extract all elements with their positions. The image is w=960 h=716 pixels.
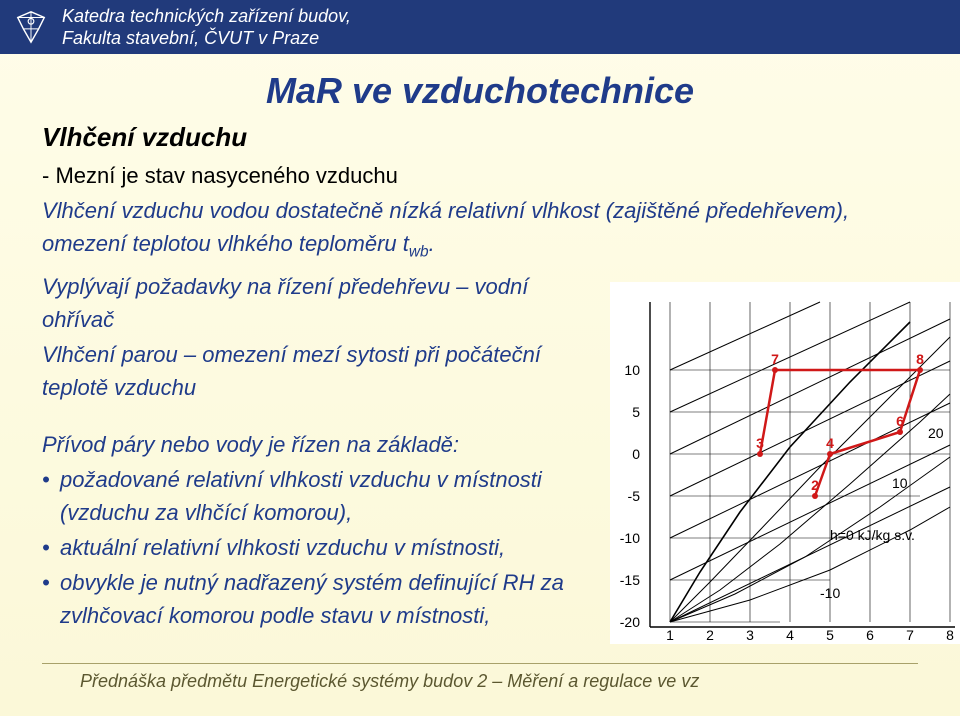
paragraph-1: Vlhčení vzduchu vodou dostatečně nízká r… xyxy=(42,194,912,264)
psychrometric-chart: -20 -15 -10 -5 0 5 10 1 2 3 4 5 6 7 8 -10 h=0 kJ/kg s.v.… xyxy=(610,282,960,644)
section-heading: Vlhčení vzduchu xyxy=(42,122,918,153)
svg-text:6: 6 xyxy=(896,413,904,429)
paragraph-3: Přívod páry nebo vody je řízen na základ… xyxy=(42,428,602,634)
header-bar: Katedra technických zařízení budov, Faku… xyxy=(0,0,960,54)
svg-text:10: 10 xyxy=(892,475,908,491)
para1-tail: . xyxy=(429,231,435,256)
svg-text:8: 8 xyxy=(916,351,924,367)
svg-text:-5: -5 xyxy=(628,488,641,504)
bullet-item: •aktuální relativní vlhkosti vzduchu v m… xyxy=(42,531,602,566)
svg-text:-20: -20 xyxy=(620,614,640,630)
slide-title: MaR ve vzduchotechnice xyxy=(0,70,960,112)
university-logo-icon xyxy=(12,8,50,46)
svg-text:20: 20 xyxy=(928,425,944,441)
svg-text:4: 4 xyxy=(826,435,834,451)
svg-text:2: 2 xyxy=(706,627,714,642)
svg-text:3: 3 xyxy=(746,627,754,642)
bullet-item: •obvykle je nutný nadřazený systém defin… xyxy=(42,566,602,634)
bullet-text: obvykle je nutný nadřazený systém definu… xyxy=(60,566,602,632)
svg-text:6: 6 xyxy=(866,627,874,642)
svg-text:4: 4 xyxy=(786,627,794,642)
bullet-item: •požadované relativní vlhkosti vzduchu v… xyxy=(42,463,602,531)
para3-lead: Přívod páry nebo vody je řízen na základ… xyxy=(42,428,602,461)
header-text: Katedra technických zařízení budov, Faku… xyxy=(62,5,351,50)
para2-line2: Vlhčení parou – omezení mezí sytosti při… xyxy=(42,338,602,404)
slide: Katedra technických zařízení budov, Faku… xyxy=(0,0,960,716)
footer-divider xyxy=(42,663,918,664)
bullet-text: aktuální relativní vlhkosti vzduchu v mí… xyxy=(60,531,602,564)
svg-text:5: 5 xyxy=(826,627,834,642)
footer-text: Přednáška předmětu Energetické systémy b… xyxy=(80,671,699,692)
svg-text:8: 8 xyxy=(946,627,954,642)
svg-text:0: 0 xyxy=(632,446,640,462)
svg-text:7: 7 xyxy=(906,627,914,642)
header-line-1: Katedra technických zařízení budov, xyxy=(62,5,351,28)
svg-text:2: 2 xyxy=(811,477,819,493)
header-line-2: Fakulta stavební, ČVUT v Praze xyxy=(62,27,351,50)
paragraph-2: Vyplývají požadavky na řízení předehřevu… xyxy=(42,270,602,404)
svg-text:-15: -15 xyxy=(620,572,640,588)
chart-svg: -20 -15 -10 -5 0 5 10 1 2 3 4 5 6 7 8 -10 h=0 kJ/kg s.v.… xyxy=(610,282,960,642)
para1-text: Vlhčení vzduchu vodou dostatečně nízká r… xyxy=(42,198,849,256)
svg-text:7: 7 xyxy=(771,351,779,367)
bullet-dot-icon: • xyxy=(42,531,60,564)
para2-line1: Vyplývají požadavky na řízení předehřevu… xyxy=(42,270,602,336)
svg-text:10: 10 xyxy=(624,362,640,378)
svg-text:3: 3 xyxy=(756,435,764,451)
bullet-dot-icon: • xyxy=(42,463,60,496)
svg-text:5: 5 xyxy=(632,404,640,420)
intro-bullet: - Mezní je stav nasyceného vzduchu xyxy=(42,159,918,192)
para1-subscript: wb xyxy=(409,243,429,260)
svg-text:-10: -10 xyxy=(620,530,640,546)
svg-text:1: 1 xyxy=(666,627,674,642)
bullet-text: požadované relativní vlhkosti vzduchu v … xyxy=(60,463,602,529)
svg-text:h=0 kJ/kg s.v.: h=0 kJ/kg s.v. xyxy=(830,527,915,543)
bullet-dot-icon: • xyxy=(42,566,60,599)
bullet-list: •požadované relativní vlhkosti vzduchu v… xyxy=(42,463,602,634)
svg-text:-10: -10 xyxy=(820,585,840,601)
